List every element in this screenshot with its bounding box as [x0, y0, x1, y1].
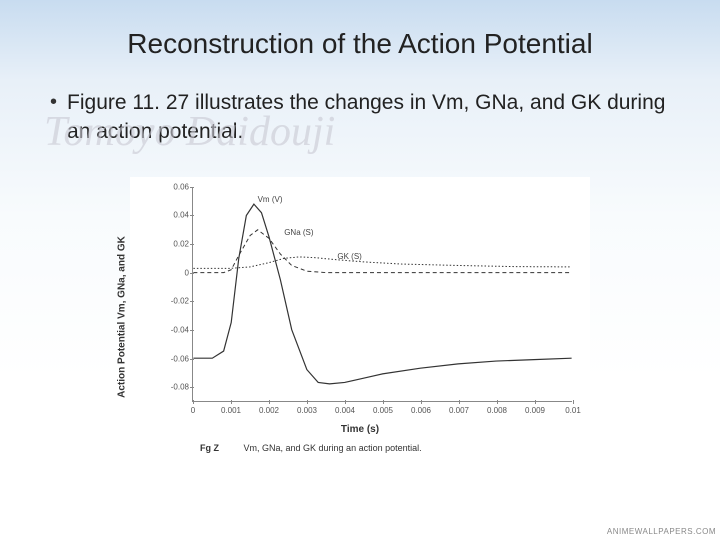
x-tick-label: 0.008	[487, 406, 507, 415]
y-tick-label: -0.02	[159, 297, 189, 306]
figure-caption-text: Vm, GNa, and GK during an action potenti…	[244, 443, 422, 453]
x-tick-label: 0	[191, 406, 195, 415]
x-axis-label: Time (s)	[341, 424, 379, 435]
slide-container: Tomoyo Daidouji Reconstruction of the Ac…	[0, 0, 720, 540]
y-tick-label: 0.06	[159, 182, 189, 191]
y-tick-label: 0.04	[159, 211, 189, 220]
y-tick-label: -0.08	[159, 383, 189, 392]
chart-figure: Action Potential Vm, GNa, and GK Time (s…	[130, 177, 590, 457]
y-axis-label: Action Potential Vm, GNa, and GK	[117, 236, 128, 398]
chart-curves	[193, 187, 572, 401]
y-tick-label: 0.02	[159, 240, 189, 249]
y-tick-label: -0.06	[159, 354, 189, 363]
x-tick-label: 0.003	[297, 406, 317, 415]
series-label: GK (S)	[337, 252, 361, 261]
plot-area: 00.0010.0020.0030.0040.0050.0060.0070.00…	[192, 187, 572, 402]
slide-title: Reconstruction of the Action Potential	[50, 28, 670, 60]
x-tick-label: 0.002	[259, 406, 279, 415]
figure-number: Fg Z	[200, 443, 219, 453]
bullet-text: Figure 11. 27 illustrates the changes in…	[67, 88, 670, 147]
series-label: GNa (S)	[284, 228, 313, 237]
x-tick-label: 0.01	[565, 406, 581, 415]
site-watermark: ANIMEWALLPAPERS.COM	[607, 527, 716, 536]
x-tick-label: 0.007	[449, 406, 469, 415]
x-tick-label: 0.006	[411, 406, 431, 415]
x-tick-label: 0.001	[221, 406, 241, 415]
figure-caption: Fg Z Vm, GNa, and GK during an action po…	[200, 443, 422, 453]
series-label: Vm (V)	[258, 195, 283, 204]
x-tick-label: 0.005	[373, 406, 393, 415]
x-tick-label: 0.004	[335, 406, 355, 415]
y-tick-label: 0	[159, 268, 189, 277]
bullet-marker: •	[50, 88, 57, 116]
bullet-item: • Figure 11. 27 illustrates the changes …	[50, 88, 670, 147]
y-tick-label: -0.04	[159, 326, 189, 335]
x-tick-label: 0.009	[525, 406, 545, 415]
